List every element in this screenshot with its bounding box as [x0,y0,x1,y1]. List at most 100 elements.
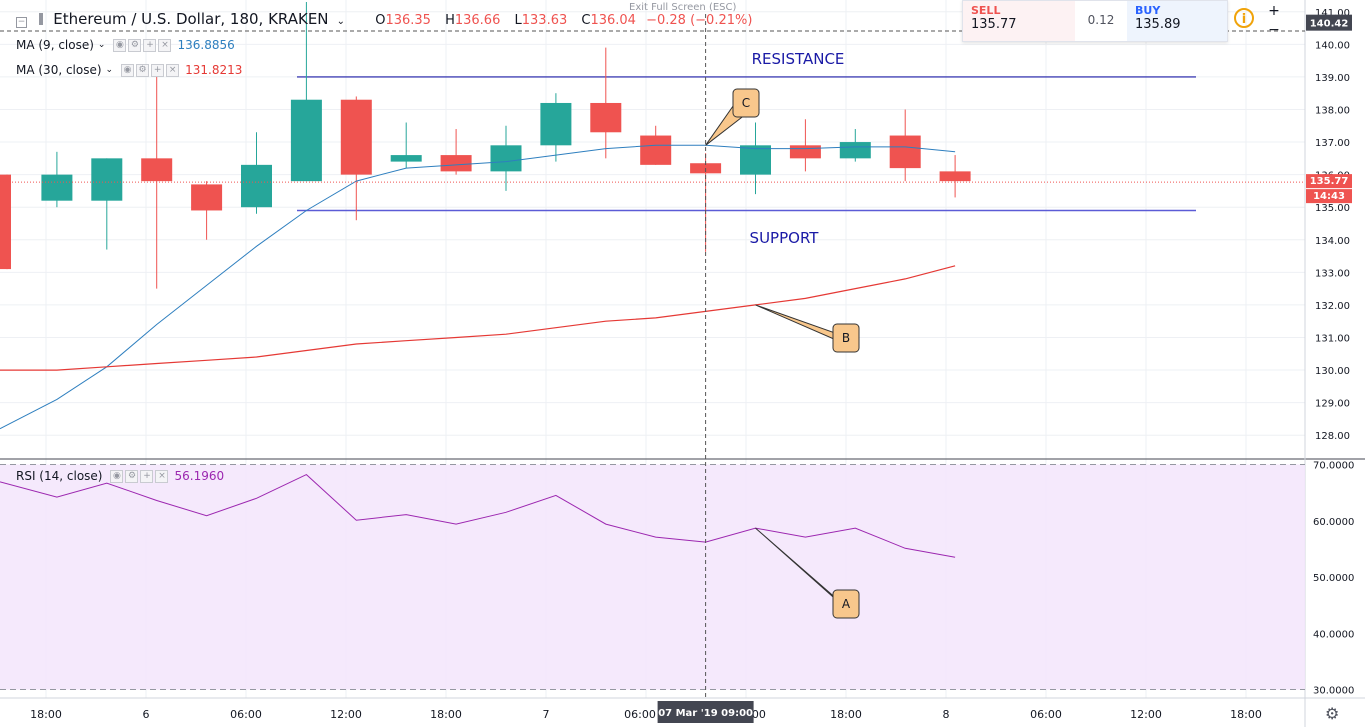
price-tick-label: 130.00 [1315,366,1350,377]
top-price-tag: 140.42 [1310,19,1349,30]
callout-b-label: B [842,331,850,345]
close-icon[interactable]: × [155,469,169,483]
gear-icon[interactable]: ⚙ [136,63,150,77]
price-tick-label: 139.00 [1315,73,1350,84]
countdown-tag: 14:43 [1313,191,1345,202]
indicator-label: MA (30, close) [16,63,102,77]
sell-button[interactable]: SELL 135.77 [963,1,1075,41]
time-tick-label: 18:00 [830,708,862,721]
time-tick-label: 12:00 [330,708,362,721]
indicator-legend-ma9[interactable]: MA (9, close) ⌄ ◉ ⚙ + × 136.8856 [16,38,235,52]
candle-body [740,145,771,175]
gear-icon[interactable]: ⚙ [1325,704,1340,723]
rsi-tick-label: 70.0000 [1313,461,1354,472]
plus-icon[interactable]: + [143,38,157,52]
gear-icon[interactable]: ⚙ [128,38,142,52]
rsi-band [0,464,1305,690]
callout-c-label: C [742,96,750,110]
candle-body [889,135,921,169]
top-price-tag-bg [1306,14,1352,31]
chevron-down-icon[interactable]: ⌄ [336,16,346,27]
rsi-tick-label: 40.0000 [1313,629,1354,640]
chevron-down-icon[interactable]: ⌄ [97,40,106,50]
candle-body [0,174,11,270]
level-labels: RESISTANCE SUPPORT [750,50,845,247]
symbol-title[interactable]: Ethereum / U.S. Dollar, 180, KRAKEN [53,10,329,28]
gear-icon[interactable]: ⚙ [125,469,139,483]
candle-body [41,174,73,201]
support-resistance-levels [297,76,1196,212]
support-label: SUPPORT [750,229,820,247]
callout-a-label: A [842,597,851,611]
buy-button[interactable]: BUY 135.89 [1127,1,1227,41]
countdown-tag-bg [1306,189,1352,204]
time-tick-label: 18:00 [430,708,462,721]
close-icon[interactable]: × [166,63,180,77]
chevron-down-icon[interactable]: ⌄ [105,65,114,75]
candle-body [540,102,572,146]
plus-icon[interactable]: + [140,469,154,483]
time-tick-label: 8 [943,708,950,721]
callout-b-box [832,323,860,353]
eye-icon[interactable]: ◉ [121,63,135,77]
time-axis: 18:00 6 06:00 12:00 18:00 7 18:00 8 06:00 12:00 18… [30,701,1262,723]
time-tick-label: 7 [543,708,550,721]
price-tick-label: 135.00 [1315,203,1350,214]
info-icon[interactable]: i [1234,8,1254,28]
candles [0,2,971,289]
rsi-tick-label: 50.0000 [1313,573,1354,584]
exit-fullscreen-hint[interactable]: Exit Full Screen (ESC) [629,2,737,13]
moving-averages [0,30,1305,430]
ohlc-open: 136.35 [385,13,431,28]
candle-body [290,99,322,182]
candle-body [490,145,522,172]
indicator-legend-rsi[interactable]: RSI (14, close) ◉ ⚙ + × 56.1960 [16,469,224,483]
price-tick-label: 132.00 [1315,301,1350,312]
buy-label: BUY [1135,4,1161,17]
indicator-legend-ma30[interactable]: MA (30, close) ⌄ ◉ ⚙ + × 131.8213 [16,63,242,77]
callout-a-box [832,589,860,619]
price-tick-label: 141.00 [1315,8,1350,19]
price-tick-label: 128.00 [1315,431,1350,442]
ohlc-high: 136.66 [454,13,501,28]
rsi-value-line [0,474,956,558]
time-tick-label: 06:00 [1030,708,1062,721]
indicator-value: 56.1960 [174,469,225,483]
candle-body [839,142,871,159]
indicator-value: 136.8856 [177,38,235,52]
candle-body [789,145,821,159]
callouts: C B A [705,88,860,619]
close-icon[interactable]: × [158,38,172,52]
candle-body [91,158,123,201]
collapse-icon[interactable]: − [16,17,27,28]
candle-body [340,99,372,175]
eye-icon[interactable]: ◉ [110,469,124,483]
time-tick-label: 06:00 [624,708,656,721]
trade-panel: SELL 135.77 0.12 BUY 135.89 [962,0,1228,42]
last-price-tag-bg [1306,174,1352,189]
time-tick-label: 06:00 [230,708,262,721]
indicator-value: 131.8213 [185,63,243,77]
candle-body [390,155,422,162]
time-tick-label: 12:00 [1130,708,1162,721]
ohlc-close: 136.04 [590,13,636,28]
plus-icon[interactable]: + [151,63,165,77]
zoom-in-button[interactable]: + [1268,3,1280,19]
spread-value: 0.12 [1087,13,1115,27]
ohlc-change: −0.28 (−0.21%) [646,13,753,28]
price-tick-label: 134.00 [1315,236,1350,247]
rsi-tick-label: 60.0000 [1313,517,1354,528]
ohlc-low: 133.63 [521,13,568,28]
candle-body [590,102,622,133]
zoom-out-button[interactable]: − [1268,22,1280,38]
symbol-flag-icon [39,13,44,25]
crosshair-date-bg [657,701,754,723]
candle-body [191,184,223,211]
crosshair-date-label: 07 Mar '19 09:00 [658,708,753,719]
eye-icon[interactable]: ◉ [113,38,127,52]
rsi-tick-label: 30.0000 [1313,686,1354,697]
price-tick-label: 129.00 [1315,399,1350,410]
ma9-line [0,144,956,430]
resistance-label: RESISTANCE [752,50,845,68]
